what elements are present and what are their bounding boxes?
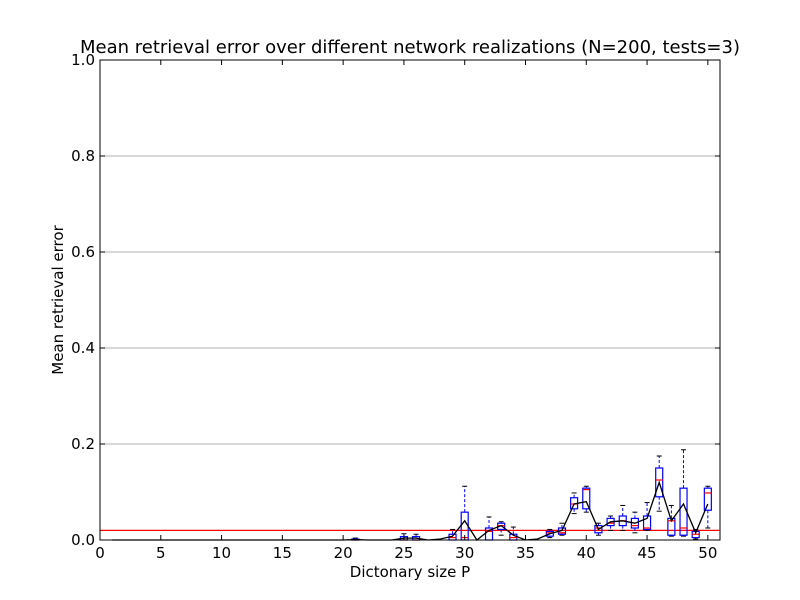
x-tick-label: 25 [394,544,413,562]
box-plot [703,485,712,529]
box-body [630,517,640,529]
box-body [703,487,712,511]
box-plot [655,455,664,512]
x-tick-label: 50 [698,544,717,562]
box-body [582,487,591,510]
y-tick-label: 0.0 [71,531,95,549]
x-tick-label: 30 [455,544,474,562]
y-tick-label: 0.8 [71,147,95,165]
x-tick-label: 40 [577,544,596,562]
grid-layer [100,155,720,445]
x-tick-label: 20 [334,544,353,562]
x-tick-label: 35 [516,544,535,562]
x-tick-label: 45 [638,544,657,562]
tick-layer: 0.0 0.2 0.4 0.6 0.8 1.0 0 5 10 15 20 25 30 35 40 45 50 [71,51,720,562]
y-tick-label: 0.2 [71,435,95,453]
x-axis-label: Dictonary size P [350,563,470,581]
box-plot [582,485,591,513]
y-tick-label: 0.6 [71,243,95,261]
x-tick-label: 15 [273,544,292,562]
box-plot [667,504,676,537]
box-plot [642,502,652,531]
plot-frame [99,59,721,541]
box-body [642,515,652,531]
box-plot [630,511,640,534]
box-plot [594,522,603,536]
chart-title: Mean retrieval error over different netw… [80,37,740,58]
box-body [655,467,664,498]
box-body [667,517,676,536]
box-body [594,524,603,534]
box-body [545,530,554,537]
y-axis-label: Mean retrieval error [49,224,67,374]
x-tick-label: 10 [212,544,231,562]
x-tick-label: 0 [95,544,105,562]
x-tick-label: 5 [156,544,166,562]
y-tick-label: 1.0 [71,51,95,69]
y-tick-label: 0.4 [71,339,95,357]
